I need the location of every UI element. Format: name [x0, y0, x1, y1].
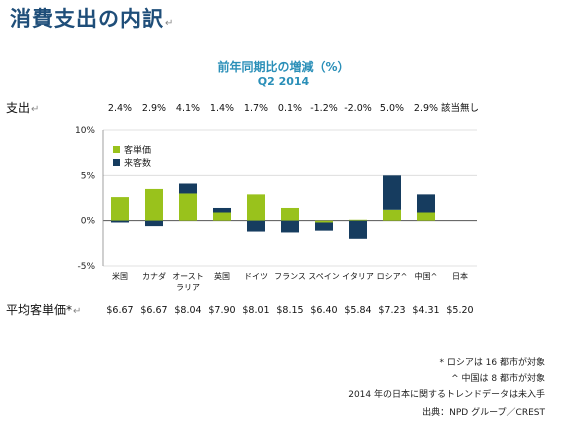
x-category-label: 英国	[214, 271, 230, 281]
avg-check-value: $8.01	[242, 305, 269, 316]
bar-traffic	[349, 220, 367, 239]
bar-avg-check	[281, 207, 299, 221]
bar-traffic	[417, 194, 435, 213]
bar-traffic	[315, 222, 333, 231]
avg-check-value: $6.67	[140, 305, 167, 316]
total-change-label: 2.9%	[142, 103, 166, 114]
footnote-japan: 2014 年の日本に関するトレンドデータは未入手	[348, 390, 545, 400]
legend-swatch	[113, 159, 120, 166]
x-category-label: ラリア	[176, 283, 200, 292]
avg-check-value: $7.23	[378, 305, 405, 316]
bar-avg-check	[383, 209, 401, 221]
avg-check-value: $6.40	[310, 305, 337, 316]
avg-check-value: $4.31	[412, 305, 439, 316]
paragraph-mark-icon: ↵	[31, 104, 40, 115]
avg-check-value: $6.67	[106, 305, 133, 316]
avg-check-value: $8.15	[276, 305, 303, 316]
x-category-label: ロシア^	[377, 272, 408, 281]
bar-traffic	[281, 220, 299, 233]
x-category-label: 日本	[452, 271, 468, 281]
total-change-label: 2.4%	[108, 103, 132, 114]
bar-traffic	[383, 175, 401, 210]
y-tick-label: 0%	[81, 217, 96, 227]
x-category-label: カナダ	[142, 271, 166, 281]
bar-avg-check	[179, 193, 197, 221]
page-title: 消費支出の内訳↵	[10, 3, 174, 33]
chart-title: 前年同期比の増減（%）	[217, 60, 350, 74]
total-change-label: 5.0%	[380, 103, 404, 114]
bar-avg-check	[315, 220, 333, 223]
avg-check-value: $5.20	[446, 305, 473, 316]
x-category-label: ドイツ	[244, 272, 268, 281]
x-category-label: 中国^	[415, 271, 438, 281]
avg-check-value: $8.04	[174, 305, 201, 316]
legend-label: 客単価	[124, 144, 151, 156]
x-category-label: イタリア	[342, 272, 374, 281]
bar-avg-check	[349, 219, 367, 221]
paragraph-mark-icon: ↵	[73, 306, 82, 317]
bar-avg-check	[247, 194, 265, 221]
bar-traffic	[111, 220, 129, 223]
x-category-label: フランス	[274, 272, 306, 281]
avg-check-row-label-text: 平均客単価*	[6, 303, 73, 317]
total-change-label: 該当無し	[441, 102, 479, 114]
bar-traffic	[179, 183, 197, 194]
total-change-label: 2.9%	[414, 103, 438, 114]
spend-row-label-text: 支出	[6, 101, 31, 115]
chart-subtitle: Q2 2014	[257, 75, 310, 88]
total-change-label: -2.0%	[344, 103, 372, 114]
page-title-text: 消費支出の内訳	[10, 7, 164, 31]
x-category-label: 米国	[112, 271, 128, 281]
legend-swatch	[113, 146, 120, 153]
avg-check-row-label: 平均客単価*↵	[6, 301, 81, 318]
bar-traffic	[213, 207, 231, 213]
footnote-source: 出典：NPD グループ／CREST	[422, 408, 545, 418]
total-change-label: 4.1%	[176, 103, 200, 114]
total-change-label: -1.2%	[310, 103, 338, 114]
total-change-label: 0.1%	[278, 103, 302, 114]
paragraph-mark-icon: ↵	[165, 18, 175, 29]
total-change-label: 1.7%	[244, 103, 268, 114]
footnote-russia: * ロシアは 16 都市が対象	[439, 358, 545, 368]
footnote-china: ^ 中国は 8 都市が対象	[451, 374, 545, 384]
spend-row-label: 支出↵	[6, 99, 39, 116]
bar-avg-check	[111, 197, 129, 221]
bar-traffic	[247, 220, 265, 232]
bar-avg-check	[213, 212, 231, 221]
bar-avg-check	[145, 188, 163, 221]
x-category-label: スペイン	[308, 272, 339, 281]
bar-traffic	[145, 220, 163, 227]
avg-check-value: $7.90	[208, 305, 235, 316]
x-category-label: オースト	[172, 272, 204, 281]
y-tick-label: 5%	[81, 171, 96, 181]
y-tick-label: -5%	[77, 262, 95, 272]
total-change-label: 1.4%	[210, 103, 234, 114]
y-tick-label: 10%	[75, 126, 95, 136]
legend-label: 来客数	[124, 157, 151, 169]
avg-check-value: $5.84	[344, 305, 371, 316]
bar-avg-check	[417, 212, 435, 221]
